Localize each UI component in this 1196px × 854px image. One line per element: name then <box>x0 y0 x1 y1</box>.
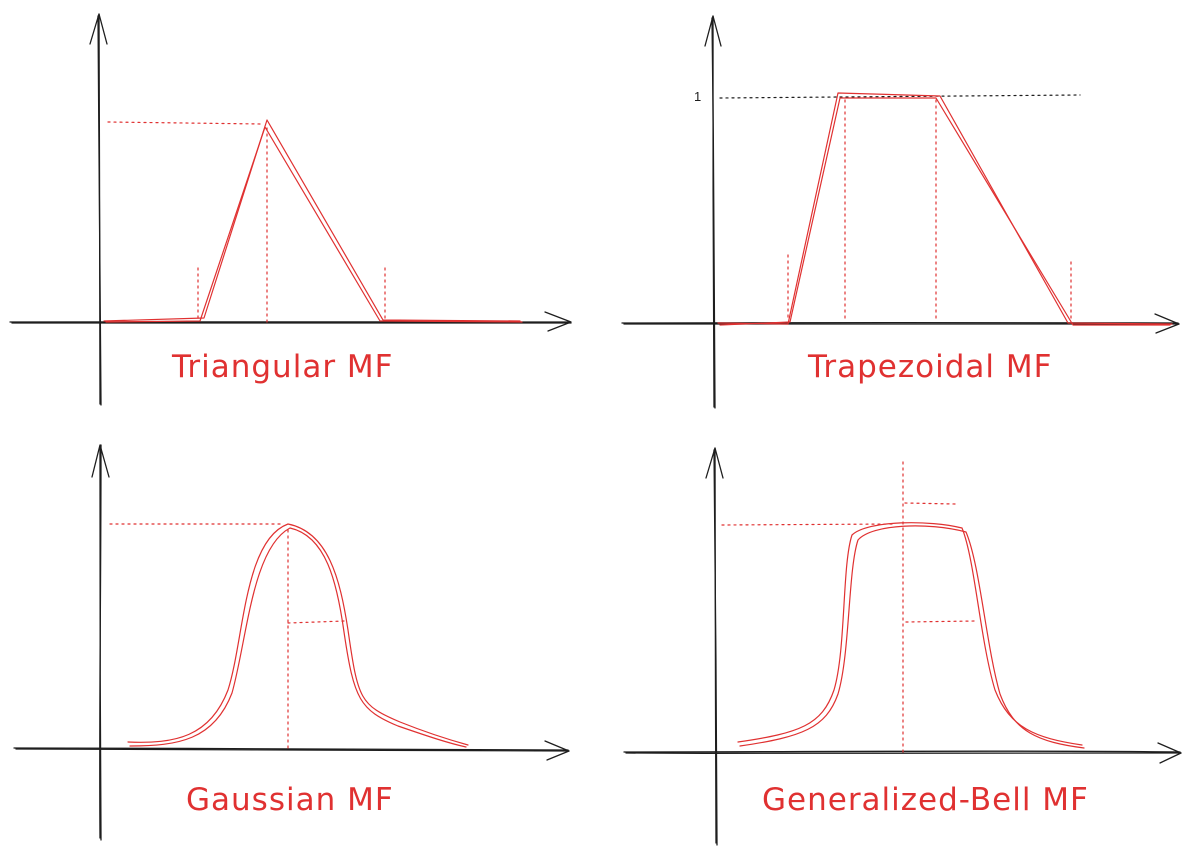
trapezoidal-y-tick-label: 1 <box>694 89 701 104</box>
trapezoidal-unit-level-guide <box>719 94 1081 99</box>
triangular-peak-level-guide <box>107 121 263 125</box>
triangular-y-axis <box>89 13 108 406</box>
generalized-bell-y-axis <box>705 447 724 846</box>
gaussian-x-axis <box>13 740 570 761</box>
generalized-bell-panel: Generalized-Bell MF <box>623 447 1182 846</box>
trapezoidal-curve <box>717 92 1173 326</box>
triangular-curve <box>103 119 523 323</box>
gaussian-title: Gaussian MF <box>186 782 394 818</box>
trapezoidal-title: Trapezoidal MF <box>807 349 1052 385</box>
generalized-bell-lower-width-guide <box>905 620 976 623</box>
gaussian-y-axis <box>91 444 110 841</box>
gaussian-panel: Gaussian MF <box>13 444 570 841</box>
trapezoidal-y-axis <box>704 15 722 409</box>
trapezoidal-panel: 1 Trapezoidal MF <box>621 15 1180 409</box>
gaussian-curve <box>127 523 469 748</box>
generalized-bell-curve <box>737 522 1085 749</box>
gaussian-width-guide <box>287 620 346 624</box>
generalized-bell-x-axis <box>623 742 1182 764</box>
generalized-bell-upper-width-guide <box>904 502 956 505</box>
generalized-bell-peak-level-guide <box>721 523 896 526</box>
generalized-bell-title: Generalized-Bell MF <box>762 782 1089 818</box>
triangular-title: Triangular MF <box>171 349 394 385</box>
triangular-panel: Triangular MF <box>9 13 572 406</box>
